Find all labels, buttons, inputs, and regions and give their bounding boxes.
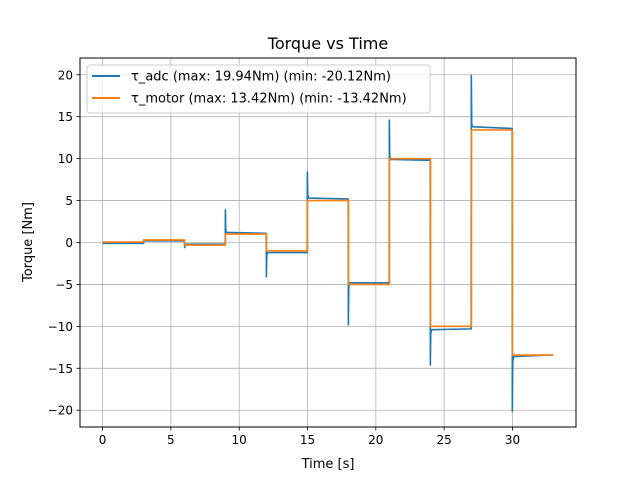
legend-label-motor: τ_motor (max: 13.42Nm) (min: -13.42Nm) [131,92,407,107]
x-tick-label: 15 [300,433,315,447]
y-axis-ticks: −20 −15 −10 −5 0 5 10 15 20 [48,68,80,418]
series-line-tau-adc [102,74,554,413]
x-axis-label: Time [s] [301,457,355,472]
x-tick-label: 5 [167,433,175,447]
legend: τ_adc (max: 19.94Nm) (min: -20.12Nm) τ_m… [86,64,431,114]
chart-title: Torque vs Time [267,34,388,53]
series-line-tau-motor [102,129,554,356]
x-tick-label: 20 [368,433,383,447]
y-tick-label: 10 [58,152,73,166]
y-tick-label: 0 [65,236,73,250]
x-tick-label: 25 [437,433,452,447]
plot-lines [102,74,554,413]
legend-label-adc: τ_adc (max: 19.94Nm) (min: -20.12Nm) [131,70,391,85]
x-tick-label: 30 [505,433,520,447]
y-tick-label: −15 [48,362,73,376]
legend-box [86,64,431,114]
y-tick-label: −5 [55,278,73,292]
y-tick-label: −20 [48,404,73,418]
y-tick-label: 5 [65,194,73,208]
x-axis-ticks: 0 5 10 15 20 25 30 [99,427,520,447]
y-tick-label: −10 [48,320,73,334]
x-tick-label: 10 [232,433,247,447]
y-tick-label: 20 [58,68,73,82]
y-axis-label: Torque [Nm] [21,202,36,283]
y-tick-label: 15 [58,110,73,124]
x-tick-label: 0 [99,433,107,447]
